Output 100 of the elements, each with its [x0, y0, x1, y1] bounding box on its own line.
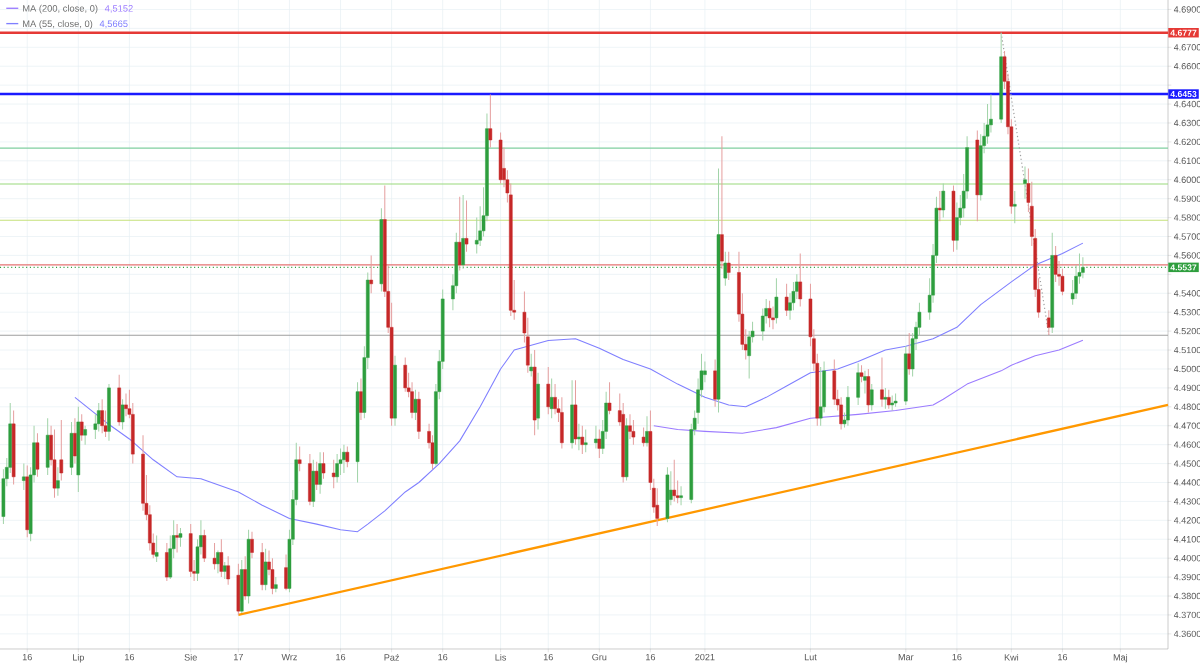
candlestick — [124, 393, 128, 417]
ref-line-label: 4.6453 — [1170, 90, 1197, 98]
x-tick-label: Wrz — [281, 653, 297, 661]
y-tick-label: 4.3800 — [1173, 592, 1200, 600]
candlestick — [464, 200, 469, 253]
line-series — [74, 242, 1084, 533]
x-tick-label: Maj — [1113, 653, 1128, 663]
candlestick — [369, 254, 373, 294]
candlestick — [345, 446, 350, 468]
x-tick-label: 2021 — [695, 653, 715, 661]
y-tick-label: 4.6300 — [1173, 119, 1200, 127]
x-tick-label: Gru — [592, 653, 607, 661]
legend-label: MA (200, close, 0) — [23, 4, 98, 14]
candlestick — [413, 389, 418, 421]
x-tick-label: 16 — [125, 653, 135, 661]
x-tick-label: 16 — [336, 653, 346, 661]
candlestick — [798, 253, 803, 308]
candlestick — [331, 459, 336, 489]
y-tick-label: 4.6900 — [1173, 6, 1200, 13]
y-tick-label: 4.4700 — [1173, 422, 1200, 429]
candlestick — [59, 419, 64, 482]
x-tick-label: Lis — [495, 653, 507, 661]
y-tick-label: 4.3900 — [1173, 573, 1200, 581]
x-tick-label: Mar — [898, 653, 914, 661]
line-series — [653, 339, 1084, 434]
x-tick-label: Lut — [804, 653, 817, 661]
candlestick — [597, 429, 602, 459]
candlestick — [154, 534, 159, 563]
y-tick-label: 4.6000 — [1173, 176, 1200, 183]
ref-line-label: 4.5537 — [1170, 264, 1197, 271]
candlestick — [178, 527, 183, 548]
y-tick-label: 4.5100 — [1173, 346, 1200, 354]
y-tick-label: 4.4900 — [1173, 384, 1200, 392]
annotation: 4,5665 — [99, 20, 128, 29]
y-tick-label: 4.3700 — [1173, 611, 1200, 619]
x-tick-label: 16 — [22, 653, 32, 661]
y-tick-label: 4.4300 — [1173, 498, 1200, 505]
candlestick — [880, 357, 884, 408]
candlestick — [679, 485, 683, 506]
candlestick — [263, 548, 268, 591]
y-tick-label: 4.5600 — [1173, 252, 1200, 259]
x-tick-label: 16 — [543, 653, 553, 661]
y-tick-label: 4.5700 — [1173, 233, 1200, 240]
candlestick — [907, 332, 911, 376]
candlestick — [314, 461, 319, 491]
ref-line-label: 4.6777 — [1170, 29, 1197, 36]
x-tick-label: 16 — [646, 653, 656, 661]
x-tick-label: Paź — [384, 653, 399, 661]
y-tick-label: 4.5400 — [1173, 290, 1200, 297]
candlestick — [726, 251, 731, 281]
candlestick — [774, 277, 779, 325]
x-tick-label: Sie — [184, 653, 197, 661]
annotation: 4,5152 — [104, 5, 133, 13]
candlestick — [79, 413, 84, 442]
x-tick-label: Kwi — [1004, 653, 1019, 661]
candlestick — [22, 463, 26, 491]
y-tick-label: 4.4000 — [1173, 554, 1200, 562]
candlestick — [56, 466, 60, 497]
y-tick-label: 4.6400 — [1173, 100, 1200, 108]
candlestick — [318, 451, 322, 495]
candlestick — [488, 94, 493, 149]
y-tick-label: 4.6600 — [1173, 63, 1200, 70]
candlestick — [863, 370, 867, 395]
candlestick — [321, 451, 326, 480]
legend-label: MA (55, close, 0) — [23, 20, 93, 29]
y-tick-label: 4.5300 — [1173, 308, 1200, 316]
y-tick-label: 4.6100 — [1173, 157, 1200, 165]
candlestick — [594, 425, 598, 449]
candlestick — [1053, 245, 1058, 283]
y-tick-label: 4.6700 — [1173, 44, 1200, 51]
y-tick-label: 4.4100 — [1173, 536, 1200, 543]
candlestick — [297, 446, 302, 472]
candlestick — [250, 531, 254, 559]
y-tick-label: 4.5900 — [1173, 195, 1200, 202]
candlestick — [212, 542, 217, 571]
y-tick-label: 4.4500 — [1173, 460, 1200, 467]
y-tick-label: 4.3600 — [1173, 630, 1200, 638]
candlestick — [83, 425, 87, 446]
candlestick — [175, 523, 179, 553]
y-tick-label: 4.4200 — [1173, 517, 1200, 524]
candlestick — [216, 550, 220, 574]
candlestick — [938, 190, 942, 222]
candlestick — [767, 300, 772, 328]
y-tick-label: 4.4800 — [1173, 403, 1200, 411]
y-tick-label: 4.6200 — [1173, 138, 1200, 146]
x-tick-label: 16 — [1058, 653, 1068, 661]
candlestick — [403, 357, 407, 393]
candlestick — [641, 427, 646, 448]
y-tick-label: 4.5800 — [1173, 214, 1200, 221]
x-tick-label: 16 — [438, 653, 448, 661]
candlestick — [1013, 190, 1017, 224]
candlestick — [583, 429, 588, 453]
candlestick — [672, 459, 677, 502]
candlestick — [100, 398, 104, 434]
y-tick-label: 4.5000 — [1173, 365, 1200, 373]
x-tick-label: 16 — [952, 653, 962, 661]
candlestick — [1023, 166, 1027, 200]
y-tick-label: 4.4600 — [1173, 441, 1200, 448]
y-tick-label: 4.5200 — [1173, 327, 1200, 335]
candlestick — [883, 387, 888, 410]
